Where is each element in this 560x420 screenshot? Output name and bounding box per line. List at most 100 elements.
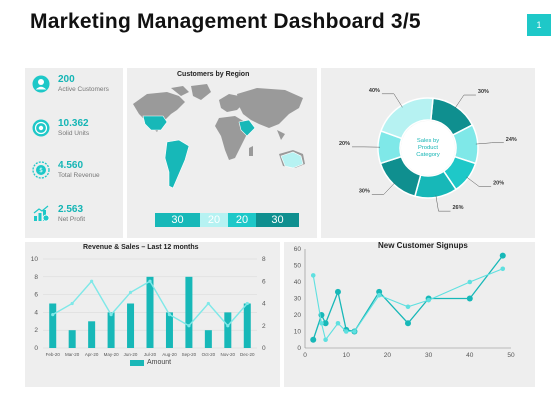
- donut-center-label: Product: [418, 145, 438, 151]
- dashboard-title: Marketing Management Dashboard 3/5: [30, 10, 421, 33]
- region-segment: 20: [200, 213, 228, 227]
- x-tick: Dec-20: [240, 352, 255, 357]
- sales-point: [90, 279, 94, 283]
- x-tick: Nov-20: [221, 352, 236, 357]
- sales-point: [70, 301, 74, 306]
- x-tick: Feb-20: [46, 352, 61, 357]
- revenue-bar: [165, 312, 173, 348]
- world-map: [133, 84, 305, 189]
- y-tick-left: 0: [34, 345, 38, 352]
- y-tick-right: 2: [262, 323, 266, 330]
- signup-point: [500, 266, 506, 272]
- signup-point: [376, 288, 383, 295]
- revenue-bar: [127, 303, 135, 348]
- leader-line: [371, 182, 396, 195]
- donut-hole: [401, 121, 455, 175]
- y-tick: 10: [294, 329, 302, 336]
- x-tick: Oct-20: [202, 352, 216, 357]
- kpi-label: Active Customers: [58, 86, 109, 93]
- y-tick: 20: [294, 312, 302, 319]
- y-tick-left: 8: [34, 274, 38, 281]
- revenue-bar: [243, 303, 251, 348]
- donut-slice: [380, 97, 434, 140]
- signup-point: [352, 329, 357, 334]
- slice-label: 30%: [478, 89, 489, 95]
- slice-label: 20%: [493, 181, 504, 187]
- kpi-active-customers: 200 Active Customers: [25, 70, 123, 110]
- signups-chart: 0 10 20 30 40 50 60 0 10 20 30 40 50: [294, 246, 515, 359]
- signup-point: [343, 329, 349, 334]
- slice-label: 40%: [369, 88, 380, 94]
- revenue-bar: [88, 321, 96, 348]
- x-tick: 20: [384, 352, 392, 359]
- kpi-net-profit: 2.563 Net Profit: [25, 200, 123, 240]
- y-tick-right: 0: [262, 345, 266, 352]
- region-segment: 30: [256, 213, 299, 227]
- svg-text:$: $: [39, 167, 43, 174]
- slice-label: 26%: [452, 205, 463, 211]
- profit-chart-icon: [33, 205, 50, 222]
- sales-point: [206, 301, 210, 306]
- kpi-label: Net Profit: [58, 216, 86, 223]
- signup-point: [310, 336, 317, 343]
- x-tick: Apr-20: [85, 352, 99, 357]
- signup-point: [334, 288, 341, 295]
- y-tick-left: 2: [34, 327, 38, 334]
- signup-point: [335, 320, 341, 326]
- signup-point: [466, 295, 473, 302]
- x-tick: 50: [507, 352, 515, 359]
- leader-line: [435, 195, 451, 212]
- kpi-total-revenue: $ 4.560 Total Revenue: [25, 156, 123, 196]
- kpi-panel: 200 Active Customers 10.362 Solid Units …: [25, 68, 123, 238]
- target-icon: [32, 119, 50, 137]
- kpi-value: 10.362: [58, 118, 89, 129]
- signup-point: [405, 304, 411, 310]
- sales-point: [226, 324, 230, 328]
- donut-center-label: Sales by: [417, 138, 439, 144]
- slice-label: 20%: [339, 141, 350, 147]
- y-tick-left: 6: [34, 292, 38, 299]
- region-segment: 20: [228, 213, 256, 227]
- leader-line: [454, 94, 476, 109]
- y-tick: 30: [294, 296, 302, 303]
- signup-point: [376, 292, 382, 298]
- x-tick: Jun-20: [124, 352, 138, 357]
- revenue-legend: Amount: [130, 359, 171, 366]
- signup-point: [319, 320, 324, 326]
- revenue-bar: [146, 276, 154, 348]
- signup-point: [467, 279, 473, 285]
- y-tick: 50: [294, 263, 302, 270]
- signup-point: [405, 320, 411, 327]
- slice-label: 30%: [359, 188, 370, 194]
- leader-line: [466, 176, 492, 187]
- x-tick: 10: [343, 352, 351, 359]
- donut-chart: 30% 24% 20% 26% 30% 20% 40% Sales byProductCate…: [339, 88, 517, 212]
- signup-point: [323, 337, 328, 343]
- x-tick: Mar-20: [65, 352, 80, 357]
- signup-line: [312, 268, 503, 342]
- legend-label: Amount: [147, 359, 172, 366]
- highlighted-regions: [142, 115, 256, 189]
- revenue-bar: [204, 330, 212, 348]
- map-title: Customers by Region: [177, 71, 250, 78]
- revenue-bar: [49, 303, 57, 348]
- signup-point: [310, 273, 316, 278]
- x-tick: Aug-20: [162, 352, 177, 357]
- x-tick: May-20: [104, 352, 120, 357]
- sales-point: [187, 324, 191, 328]
- revenue-bar: [224, 312, 232, 348]
- x-tick: 40: [466, 352, 474, 359]
- kpi-label: Solid Units: [58, 130, 90, 137]
- kpi-solid-units: 10.362 Solid Units: [25, 114, 123, 154]
- leader-line: [475, 142, 504, 145]
- y-tick: 40: [294, 279, 302, 286]
- slice-label: 24%: [506, 137, 517, 143]
- sales-point: [51, 313, 55, 317]
- revenue-bar: [185, 276, 193, 348]
- sales-point: [148, 279, 152, 283]
- legend-swatch: [130, 359, 144, 366]
- signup-point: [322, 320, 329, 327]
- signup-point: [499, 252, 506, 259]
- sales-point: [128, 290, 133, 294]
- leader-line: [381, 93, 403, 108]
